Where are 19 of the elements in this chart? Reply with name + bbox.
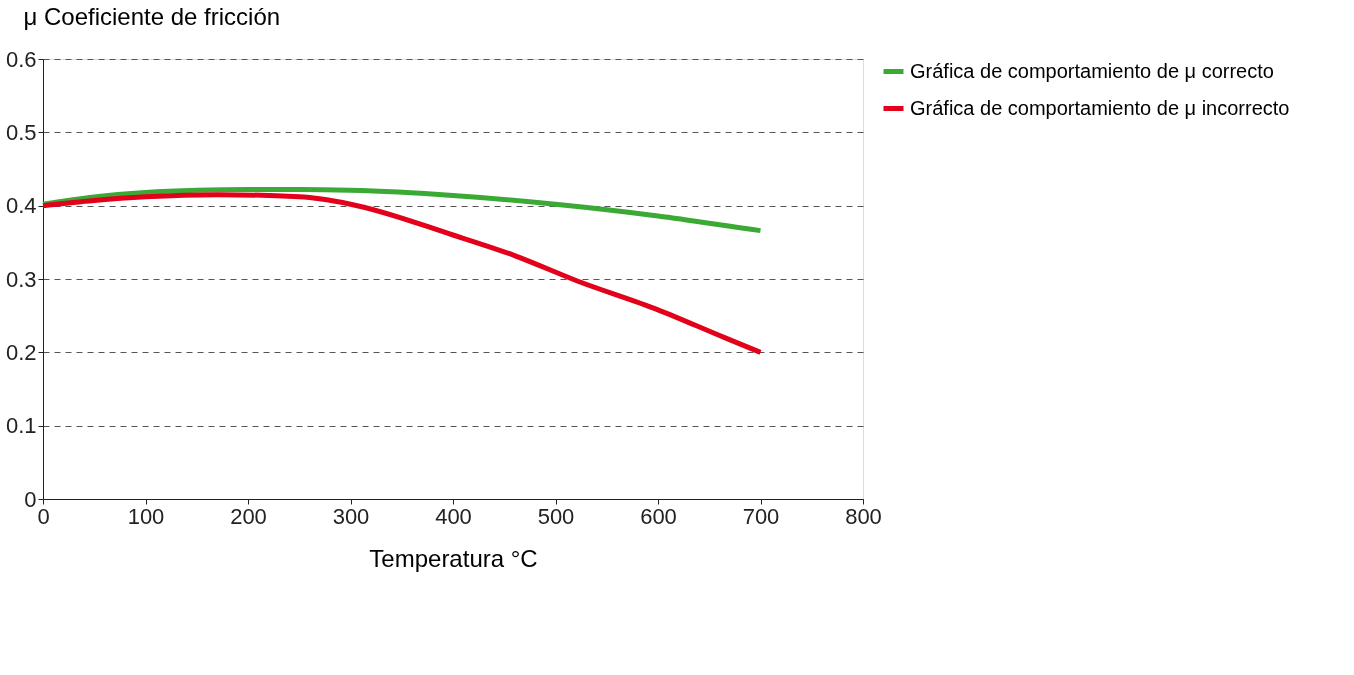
y-tick-label: 0.4 (5, 193, 37, 219)
y-tick-label: 0.6 (5, 46, 37, 72)
x-tick-label: 400 (435, 503, 472, 529)
x-tick-label: 300 (332, 503, 370, 529)
x-tick-label: 800 (845, 503, 882, 529)
y-tick-label: 0.2 (5, 339, 37, 365)
y-axis-title: μ Coeficiente de fricción (23, 2, 281, 30)
x-axis-title: Temperatura °C (369, 544, 538, 572)
x-tick-label: 600 (640, 503, 677, 529)
y-tick-label: 0.1 (5, 413, 37, 439)
y-tick-label: 0 (24, 486, 37, 512)
y-tick-label: 0.3 (5, 266, 37, 292)
x-tick-label: 500 (537, 503, 575, 529)
legend-label: Gráfica de comportamiento de μ incorrecto (910, 96, 1290, 119)
y-tick-label: 0.5 (5, 119, 37, 145)
x-tick-label: 100 (127, 503, 165, 529)
x-tick-label: 200 (230, 503, 267, 529)
x-tick-label: 700 (742, 503, 780, 529)
legend-label: Gráfica de comportamiento de μ correcto (910, 59, 1274, 82)
